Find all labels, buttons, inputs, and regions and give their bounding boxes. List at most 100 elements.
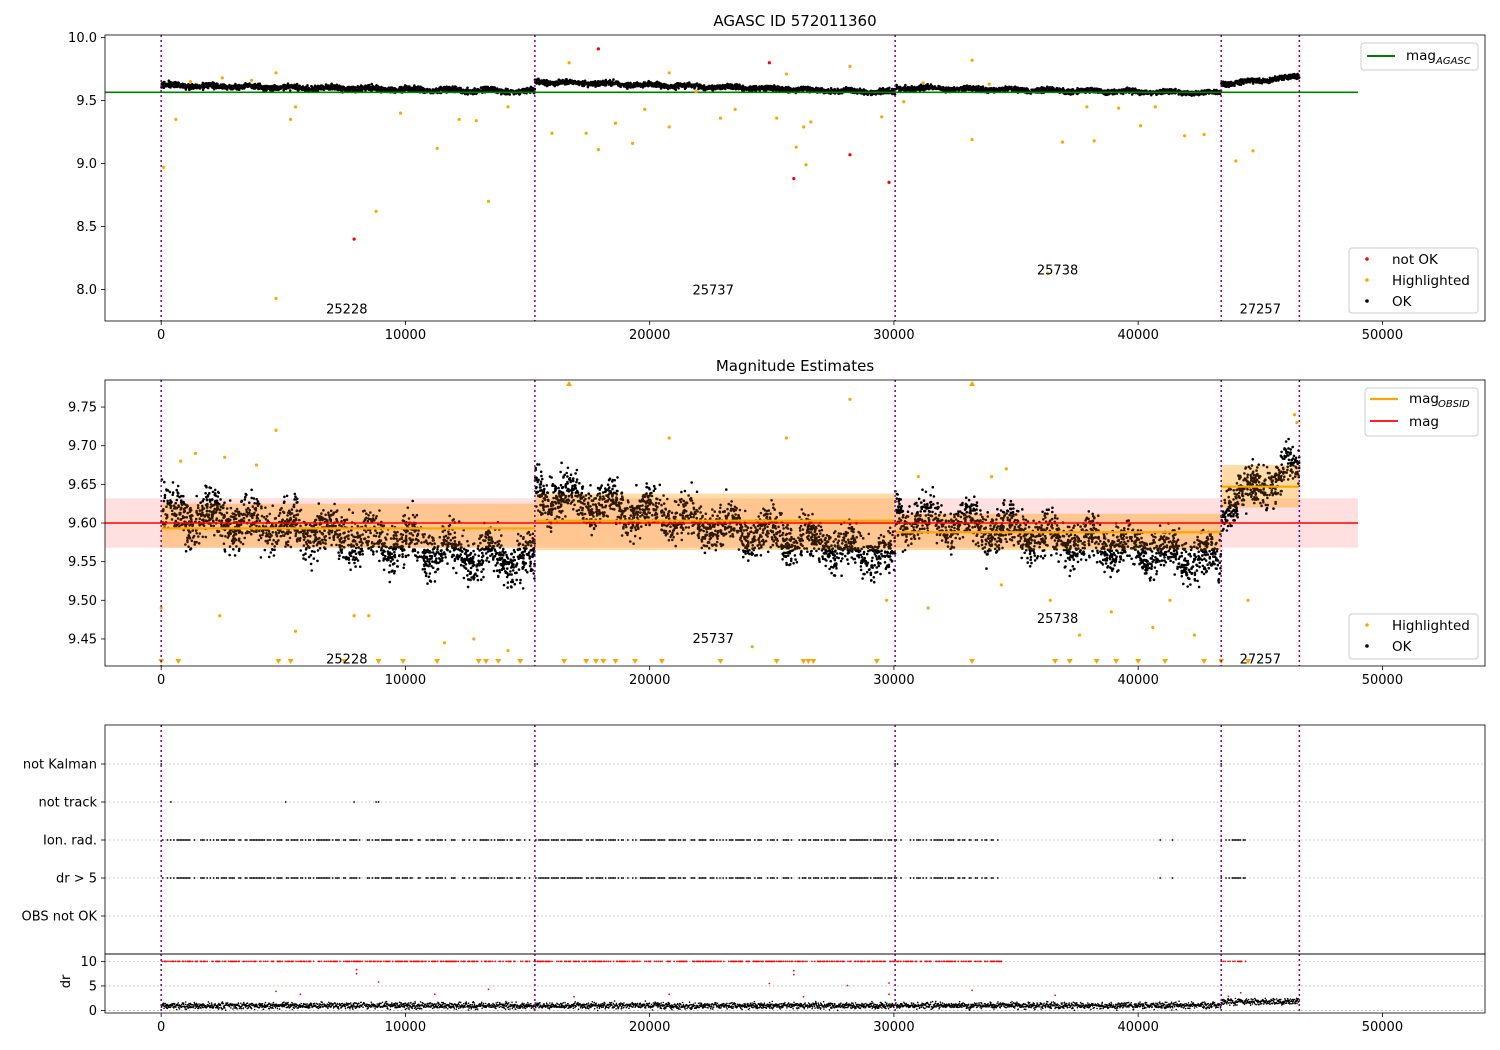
highlighted-point [1117, 106, 1121, 110]
obsid-label: 25228 [326, 652, 367, 667]
x-tick-label: 0 [157, 673, 165, 688]
highlighted-point [970, 137, 974, 142]
out-of-range-marker [1162, 659, 1169, 664]
legend-label-mag: mag [1409, 414, 1439, 430]
highlighted-point [596, 148, 600, 152]
highlighted-point [274, 71, 278, 75]
highlighted-point [274, 296, 278, 300]
highlighted-point [718, 116, 723, 120]
out-of-range-marker [1113, 659, 1120, 664]
y-tick-label: 10 [80, 955, 97, 970]
x-tick-label: 10000 [385, 673, 426, 688]
highlighted-point [220, 76, 224, 80]
legend-marker-ok [1365, 299, 1369, 303]
out-of-range-marker [969, 659, 976, 664]
not-ok-point [792, 177, 796, 181]
legend-box [1348, 247, 1479, 314]
flag-label: not track [38, 796, 97, 811]
highlighted-point [733, 107, 737, 111]
legend-label-ok: OK [1392, 639, 1413, 655]
dr-panel: 0 5 10 dr 0 10000 20000 30000 40000 50000 [59, 953, 1486, 1035]
y-tick-label: 9.75 [68, 401, 97, 416]
highlighted-point [848, 64, 852, 69]
out-of-range-marker [600, 659, 607, 664]
out-of-range-marker [873, 659, 880, 664]
flag-label: not Kalman [23, 758, 97, 773]
x-tick-label: 30000 [873, 673, 914, 688]
out-of-range-marker [1135, 659, 1142, 664]
legend-box [1348, 613, 1479, 660]
out-of-range-marker [969, 381, 976, 386]
obsid-label: 27257 [1240, 652, 1281, 667]
x-tick-label: 30000 [873, 1020, 914, 1035]
chart-title: AGASC ID 572011360 [713, 12, 876, 30]
highlighted-point [159, 606, 163, 610]
highlighted-point [667, 436, 671, 440]
out-of-range-marker [612, 659, 619, 664]
highlighted-point [1046, 271, 1050, 275]
axes-frame [104, 953, 1486, 1014]
highlighted-point [1151, 625, 1155, 629]
out-of-range-marker [800, 659, 807, 664]
highlighted-point [848, 397, 852, 401]
highlighted-point [506, 105, 510, 109]
highlighted-point [293, 629, 298, 633]
highlighted-point [1246, 598, 1250, 602]
highlighted-point [784, 72, 789, 76]
magnitude-estimates-panel: Magnitude Estimates 25228 25737 25738 27257 0… [68, 357, 1486, 688]
highlighted-point [902, 100, 906, 104]
x-tick-label: 20000 [629, 328, 670, 343]
highlighted-point [1192, 633, 1196, 637]
mag-obsid-band-overlay [161, 503, 535, 548]
x-tick-label: 40000 [1117, 328, 1158, 343]
out-of-range-marker [583, 659, 590, 664]
dr-ok-points [160, 997, 1301, 1012]
out-of-range-marker [1245, 659, 1252, 664]
highlighted-point [474, 119, 478, 123]
out-of-range-marker [1201, 659, 1208, 664]
out-of-range-marker [175, 659, 182, 664]
highlighted-point [249, 78, 254, 82]
out-of-range-marker [566, 381, 573, 386]
dr-gt-5-points [161, 877, 1246, 879]
out-of-range-marker [658, 659, 665, 664]
out-of-range-marker [1093, 659, 1100, 664]
highlighted-point [506, 648, 510, 653]
x-tick-label: 40000 [1117, 1020, 1158, 1035]
flag-label: Ion. rad. [43, 834, 97, 849]
highlighted-point [613, 121, 618, 125]
y-tick-label: 9.60 [68, 517, 97, 532]
highlighted-point [1202, 132, 1206, 137]
highlighted-point [630, 141, 635, 145]
highlighted-point [880, 115, 884, 119]
highlighted-point [352, 614, 356, 618]
legend-status: not OK Highlighted OK [1348, 247, 1479, 314]
y-tick-label: 9.55 [68, 555, 97, 570]
highlighted-point [486, 199, 491, 203]
legend-marker-not-ok [1365, 257, 1369, 261]
legend-label-not-ok: not OK [1392, 252, 1439, 268]
y-tick-label: 5 [89, 979, 97, 994]
x-tick-label: 30000 [873, 328, 914, 343]
legend-status: Highlighted OK [1348, 613, 1479, 660]
highlighted-point [987, 82, 991, 86]
y-tick-label: 8.0 [76, 283, 97, 298]
highlighted-point [643, 107, 647, 111]
legend-label-agasc-sub: AGASC [1435, 56, 1471, 67]
out-of-range-marker [399, 659, 406, 664]
out-of-range-marker [632, 659, 639, 664]
highlighted-point [1182, 134, 1187, 138]
legend-label-obsid: mag [1409, 391, 1439, 407]
highlighted-point [174, 117, 178, 122]
highlighted-point [775, 116, 779, 120]
out-of-range-marker [341, 659, 348, 664]
out-of-range-marker [773, 659, 780, 664]
flag-label: dr > 5 [56, 872, 97, 887]
highlighted-point [784, 436, 789, 440]
highlighted-point [1139, 124, 1143, 128]
y-tick-label: 9.65 [68, 478, 97, 493]
highlighted-point [970, 58, 974, 62]
highlighted-point [567, 61, 571, 65]
out-of-range-marker [1066, 659, 1073, 664]
